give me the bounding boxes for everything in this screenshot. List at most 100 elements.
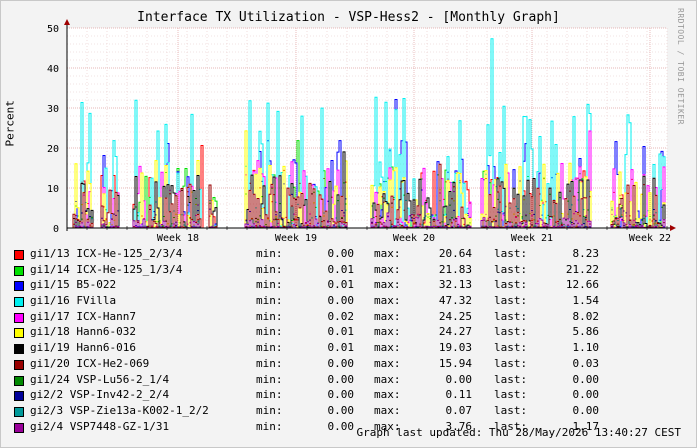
legend-min-label: min: — [256, 341, 283, 355]
legend-max-value: 0.11 — [445, 388, 473, 402]
legend-swatch — [14, 344, 24, 355]
legend-min-value: 0.00 — [327, 388, 355, 402]
x-tick-label: Week 22 — [629, 233, 671, 244]
legend-swatch — [14, 281, 24, 292]
legend-min-value: 0.02 — [327, 309, 355, 323]
legend-min-label: min: — [256, 262, 283, 276]
legend-min-label: min: — [256, 356, 283, 370]
legend-swatch — [14, 297, 24, 308]
legend-max-label: max: — [374, 403, 401, 417]
legend-last-label: last: — [494, 325, 528, 339]
legend-min-label: min: — [256, 325, 283, 339]
legend-min-value: 0.00 — [327, 403, 355, 417]
legend-max-value: 0.00 — [445, 372, 473, 386]
legend-max-label: max: — [374, 372, 401, 386]
legend-min-value: 0.00 — [327, 419, 355, 433]
legend-min-label: min: — [256, 372, 283, 386]
legend-last-label: last: — [494, 388, 528, 402]
legend-max-label: max: — [374, 388, 401, 402]
x-tick-label: Week 21 — [511, 233, 553, 244]
legend-last-label: last: — [494, 372, 528, 386]
legend-last-label: last: — [494, 247, 528, 260]
legend-swatch — [14, 312, 24, 323]
x-axis-arrow — [670, 225, 676, 231]
legend-last-label: last: — [494, 341, 528, 355]
legend-swatch — [14, 422, 24, 433]
rrdtool-watermark: RRDTOOL / TOBI OETIKER — [676, 8, 685, 125]
legend-series-name: gi1/20 ICX-He2-069 — [30, 356, 150, 370]
legend-last-value: 1.10 — [572, 341, 600, 355]
legend-min-label: min: — [256, 309, 283, 323]
legend-last-value: 0.03 — [572, 356, 600, 370]
x-tick-label: Week 19 — [275, 233, 317, 244]
legend-last-value: 0.00 — [572, 388, 600, 402]
legend-max-label: max: — [374, 309, 401, 323]
legend-series-name: gi1/19 Hann6-016 — [30, 341, 136, 355]
legend-last-value: 12.66 — [565, 278, 599, 292]
legend-min-label: min: — [256, 247, 283, 260]
x-tick-label: Week 18 — [157, 233, 199, 244]
legend-last-label: last: — [494, 356, 528, 370]
legend-series-name: gi1/14 ICX-He-125_1/3/4 — [30, 262, 183, 276]
legend-min-value: 0.00 — [327, 294, 355, 308]
legend-series-name: gi1/18 Hann6-032 — [30, 325, 136, 339]
y-tick-label: 20 — [47, 144, 59, 155]
legend-max-label: max: — [374, 356, 401, 370]
legend-min-label: min: — [256, 294, 283, 308]
legend-last-value: 0.00 — [572, 403, 600, 417]
legend-max-value: 20.64 — [438, 247, 472, 260]
legend-last-value: 1.54 — [572, 294, 600, 308]
legend-last-value: 1.17 — [572, 419, 600, 433]
legend-min-label: min: — [256, 403, 283, 417]
legend-last-value: 5.86 — [572, 325, 600, 339]
legend-swatch — [14, 375, 24, 386]
legend-last-value: 21.22 — [565, 262, 599, 276]
legend-swatch — [14, 265, 24, 276]
legend-max-label: max: — [374, 262, 401, 276]
legend-max-label: max: — [374, 247, 401, 260]
legend-swatch — [14, 391, 24, 402]
legend-max-label: max: — [374, 294, 401, 308]
legend-min-value: 0.01 — [327, 341, 355, 355]
y-tick-label: 30 — [47, 104, 59, 115]
legend-series-name: gi2/2 VSP-Inv42-2_2/4 — [30, 388, 170, 402]
legend-min-label: min: — [256, 388, 283, 402]
legend-min-value: 0.01 — [327, 278, 355, 292]
legend-max-value: 15.94 — [438, 356, 472, 370]
legend-swatch — [14, 406, 24, 417]
legend-last-label: last: — [494, 403, 528, 417]
legend-swatch — [14, 250, 24, 260]
legend-last-value: 8.23 — [572, 247, 600, 260]
legend-last-label: last: — [494, 278, 528, 292]
legend-max-value: 24.27 — [438, 325, 472, 339]
legend-max-value: 21.83 — [438, 262, 472, 276]
legend-min-label: min: — [256, 278, 283, 292]
y-tick-label: 0 — [53, 224, 59, 235]
legend-max-value: 24.25 — [438, 309, 472, 323]
legend-last-label: last: — [494, 419, 528, 433]
y-tick-label: 50 — [47, 24, 59, 35]
chart-title: Interface TX Utilization - VSP-Hess2 - [… — [137, 10, 560, 25]
legend-series-name: gi1/16 FVilla — [30, 294, 117, 308]
legend-max-value: 3.76 — [445, 419, 473, 433]
legend-max-value: 19.03 — [438, 341, 472, 355]
legend-min-label: min: — [256, 419, 283, 433]
legend-min-value: 0.00 — [327, 247, 355, 260]
legend-max-value: 47.32 — [438, 294, 472, 308]
legend-min-value: 0.00 — [327, 372, 355, 386]
last-updated: Graph last updated: Thu 28/May/2026 13:4… — [356, 426, 681, 439]
legend-series-name: gi1/15 B5-022 — [30, 278, 117, 292]
legend-series-name: gi2/4 VSP7448-GZ-1/31 — [30, 419, 170, 433]
legend-max-value: 0.07 — [445, 403, 473, 417]
legend-max-label: max: — [374, 341, 401, 355]
legend-max-value: 32.13 — [438, 278, 472, 292]
legend-min-value: 0.00 — [327, 356, 355, 370]
y-tick-label: 40 — [47, 64, 59, 75]
legend-last-label: last: — [494, 294, 528, 308]
legend-min-value: 0.01 — [327, 262, 355, 276]
y-axis-arrow — [64, 19, 70, 25]
legend-swatch — [14, 359, 24, 370]
legend-series-name: gi2/3 VSP-Zie13a-K002-1_2/2 — [30, 403, 209, 417]
legend-max-label: max: — [374, 325, 401, 339]
